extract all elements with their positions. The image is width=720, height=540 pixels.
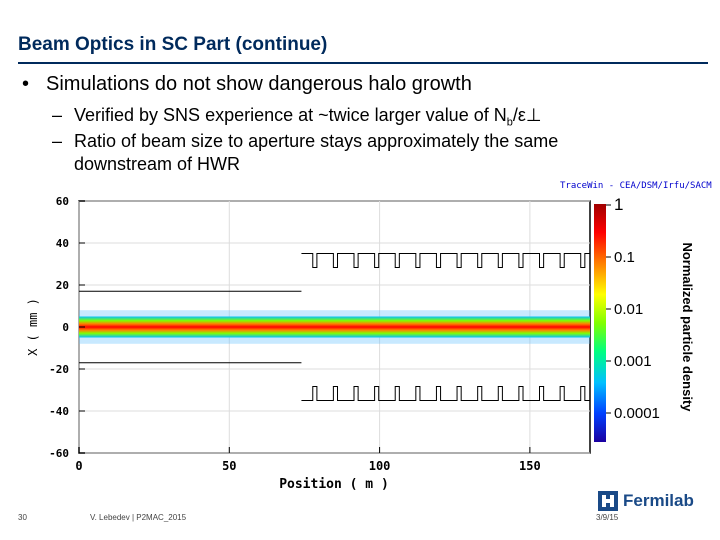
y-tick-label: 40 [56,237,69,250]
fermilab-logo-text: Fermilab [623,491,694,510]
colorbar-tick-label: 0.1 [614,249,635,266]
x-tick-label: 50 [222,459,236,473]
colorbar-tick-label: 0.01 [614,301,643,318]
slide-title: Beam Optics in SC Part (continue) [18,34,328,55]
slide-number: 30 [18,513,27,522]
colorbar-tick-label: 1 [614,195,623,214]
colorbar-tick-label: 0.001 [614,353,652,370]
colorbar-ticks: 1 0.1 0.01 0.001 0.0001 [606,195,660,422]
aperture-line [301,253,590,268]
main-bullet: • Simulations do not show dangerous halo … [22,73,472,96]
y-tick-label: -40 [49,405,69,418]
sub-bullet-sns: – Verified by SNS experience at ~twice la… [52,104,542,135]
bullet-marker: • [22,73,30,95]
sub-bullet-line1: Ratio of beam size to aperture stays app… [74,131,559,151]
bullet-text: Simulations do not show dangerous halo g… [46,73,472,95]
y-tick-label: -20 [49,363,69,376]
sub-bullet-ratio: – Ratio of beam size to aperture stays ap… [52,130,558,176]
tracewin-credit: TraceWin - CEA/DSM/Irfu/SACM [560,181,712,191]
y-tick-label: 20 [56,279,69,292]
aperture-lines [79,253,590,401]
x-tick-label: 150 [519,459,541,473]
x-tick-label: 0 [75,459,82,473]
aperture-line [301,386,590,401]
sub-bullet-marker: – [52,105,63,125]
sub-bullet-subscript: b [506,116,513,129]
sub-bullet-line2: downstream of HWR [74,154,241,174]
x-axis-label: Position ( m ) [279,477,389,492]
sub-bullet-text: Verified by SNS experience at ~twice lar… [74,105,507,125]
sub-bullet-tail: /ε⊥ [512,105,542,125]
y-tick-label: 0 [62,321,69,334]
title-divider [18,62,708,64]
colorbar-label: Normalized particle density [680,242,695,412]
fermilab-logo: Fermilab [597,490,694,512]
y-axis-label: X ( mm ) [26,298,40,356]
y-tick-label: -60 [49,447,69,460]
beam-band [79,310,590,344]
axis-ticks: 60 40 20 0 -20 -40 -60 0 50 100 150 [49,195,541,473]
colorbar-tick-label: 0.0001 [614,405,660,422]
y-tick-label: 60 [56,195,69,208]
x-tick-label: 100 [369,459,391,473]
fermilab-logo-icon [598,491,618,511]
footer-author: V. Lebedev | P2MAC_2015 [90,513,187,522]
footer-date: 3/9/15 [596,513,619,522]
colorbar [594,204,606,442]
beam-core [79,316,590,338]
sub-bullet-marker: – [52,131,63,151]
